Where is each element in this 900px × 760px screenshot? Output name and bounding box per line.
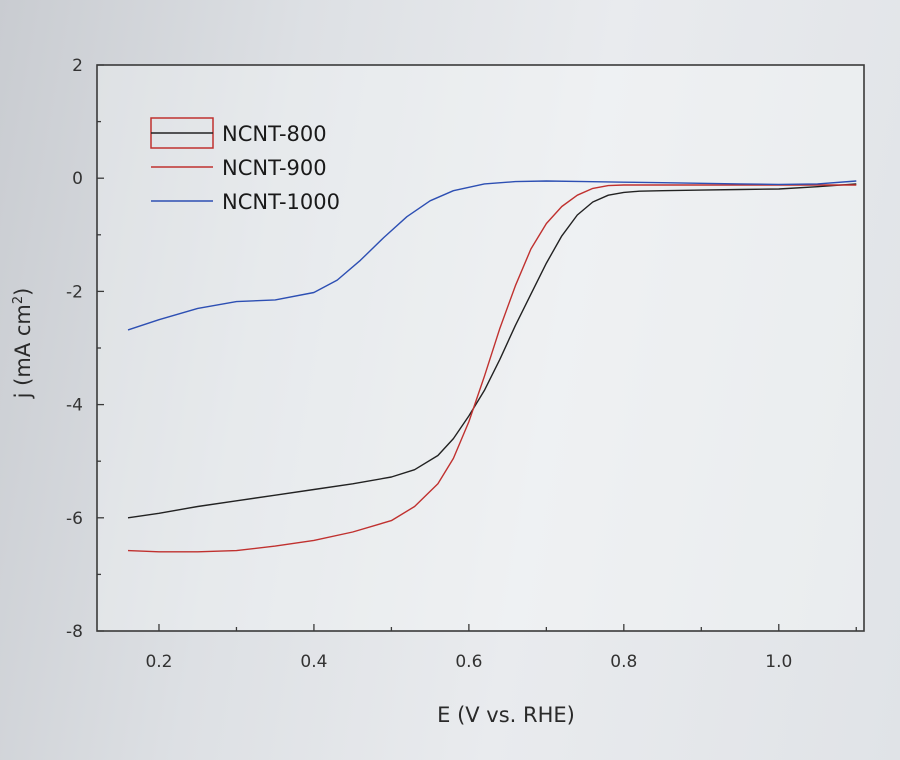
- x-tick-label: 0.6: [455, 652, 482, 672]
- x-axis-title: E (V vs. RHE): [437, 703, 575, 727]
- series-layer: [127, 180, 857, 553]
- legend-label-ncnt-1000: NCNT-1000: [222, 190, 340, 214]
- y-axis-title-sup: 2: [11, 296, 26, 304]
- y-tick-label: -4: [66, 396, 83, 416]
- plot-area: [96, 64, 865, 632]
- series-line-ncnt-800: [127, 183, 857, 519]
- y-axis-title: j (mA cm2): [11, 288, 35, 400]
- y-tick-label: -2: [66, 282, 83, 302]
- y-axis: 2 0 -2 -4 -6 -8: [66, 56, 104, 642]
- legend: NCNT-800 NCNT-900 NCNT-1000: [150, 117, 340, 214]
- series-line-ncnt-1000: [127, 180, 857, 331]
- y-axis-title-close: ): [11, 288, 35, 296]
- y-tick-label: 0: [72, 169, 83, 189]
- x-tick-label: 1.0: [765, 652, 792, 672]
- y-tick-label: 2: [72, 56, 83, 76]
- legend-label-ncnt-800: NCNT-800: [222, 122, 327, 146]
- y-axis-title-main: j (mA cm: [11, 304, 35, 399]
- x-axis: 0.2 0.4 0.6 0.8 1.0: [145, 624, 857, 672]
- series-line-ncnt-900: [127, 184, 857, 553]
- x-tick-label: 0.2: [145, 652, 172, 672]
- legend-label-ncnt-900: NCNT-900: [222, 156, 327, 180]
- y-tick-label: -6: [66, 509, 83, 529]
- y-tick-label: -8: [66, 622, 83, 642]
- x-tick-label: 0.8: [610, 652, 637, 672]
- x-tick-label: 0.4: [300, 652, 327, 672]
